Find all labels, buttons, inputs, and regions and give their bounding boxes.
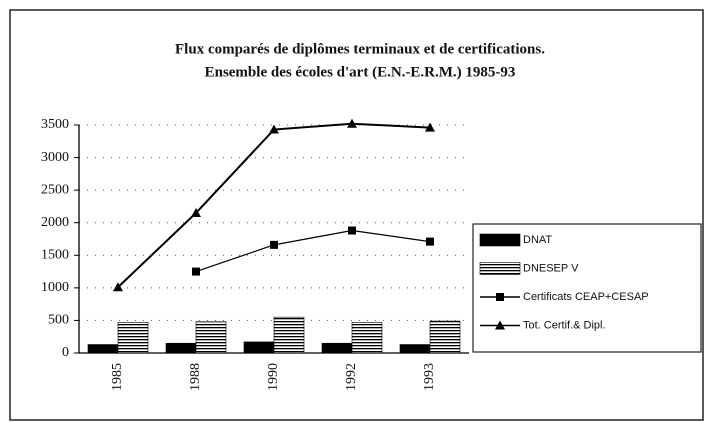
x-tick-label: 1992 [344,363,359,391]
y-tick-label: 2000 [41,215,69,230]
point [348,226,356,235]
chart-subtitle: Ensemble des écoles d'art (E.N.-E.R.M.) … [205,64,516,80]
frame [9,9,704,421]
point [425,122,435,132]
x-tick-label: 1985 [110,363,125,391]
chart-title: Flux comparés de diplômes terminaux et d… [175,41,545,57]
legend-marker [496,293,504,301]
x-tick-label: 1990 [266,363,281,391]
y-tick-label: 3500 [41,117,69,132]
point [270,240,278,249]
legend-swatch [479,262,521,275]
bar [195,321,227,354]
point [426,237,434,246]
y-tick-label: 3000 [41,150,69,165]
bar [351,322,383,354]
point [192,267,200,276]
bar [321,342,353,354]
bar [273,316,305,354]
x-tick-label: 1993 [422,363,437,391]
legend-label: Tot. Certif.& Dipl. [523,319,606,331]
bar [243,341,275,354]
line [195,229,431,273]
y-tick-label: 2500 [41,182,69,197]
y-tick-label: 500 [48,313,69,328]
line [117,122,431,288]
point [347,118,357,128]
x-tick-label: 1988 [188,363,203,391]
point [269,124,279,134]
point [191,207,201,217]
bar [87,344,119,354]
legend-marker [495,320,505,330]
legend-label: DNAT [523,234,552,246]
legend-swatch [479,233,521,247]
point [113,282,123,292]
bar [117,322,149,354]
bar [165,342,197,354]
bar [429,320,461,354]
bar [399,344,431,354]
y-tick-label: 0 [62,345,69,360]
y-tick-label: 1500 [41,248,69,263]
legend-label: Certificats CEAP+CESAP [523,291,649,303]
legend-label: DNESEP V [523,262,579,274]
y-tick-label: 1000 [41,280,69,295]
